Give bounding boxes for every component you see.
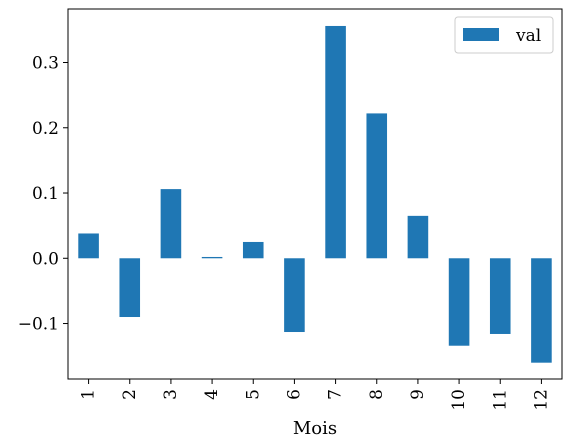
plot-frame (67, 8, 563, 380)
x-tick-label: 2 (120, 389, 140, 400)
bar-5 (242, 241, 264, 259)
x-tick-label: 12 (531, 389, 551, 411)
bar-7 (325, 25, 346, 259)
x-tick-label: 5 (243, 389, 263, 400)
x-tick-label: 11 (490, 389, 510, 411)
bar-10 (448, 258, 470, 346)
legend-box (454, 16, 554, 54)
bar-2 (119, 258, 141, 318)
x-tick-label: 9 (408, 389, 428, 400)
legend-label: val (515, 26, 541, 46)
x-axis: 1 2 3 4 5 6 7 8 9 10 11 12 (79, 379, 551, 411)
bar-1 (78, 233, 99, 259)
legend: val (454, 16, 554, 54)
x-tick-label: 8 (367, 389, 387, 400)
x-axis-title: Mois (293, 418, 337, 439)
x-tick-label: 4 (202, 389, 222, 400)
legend-swatch (463, 28, 499, 41)
x-tick-label: 3 (161, 389, 181, 400)
y-tick-label: 0.0 (32, 249, 59, 269)
y-tick-label: 0.3 (32, 54, 59, 74)
bar-12 (531, 258, 552, 363)
y-tick-label: 0.1 (32, 184, 59, 204)
x-tick-label: 7 (326, 389, 346, 400)
bar-9 (407, 215, 429, 259)
bars-group (78, 25, 552, 363)
y-axis: −0.1 0.0 0.1 0.2 0.3 (18, 54, 68, 335)
bar-8 (366, 113, 388, 259)
x-tick-label: 10 (449, 389, 469, 411)
x-tick-label: 1 (79, 389, 99, 400)
y-tick-label: −0.1 (18, 315, 59, 335)
bar-11 (489, 258, 511, 334)
bar-6 (284, 258, 305, 333)
bar-3 (160, 189, 182, 259)
bar-4 (201, 256, 223, 259)
x-tick-label: 6 (284, 389, 304, 400)
y-tick-label: 0.2 (32, 119, 59, 139)
